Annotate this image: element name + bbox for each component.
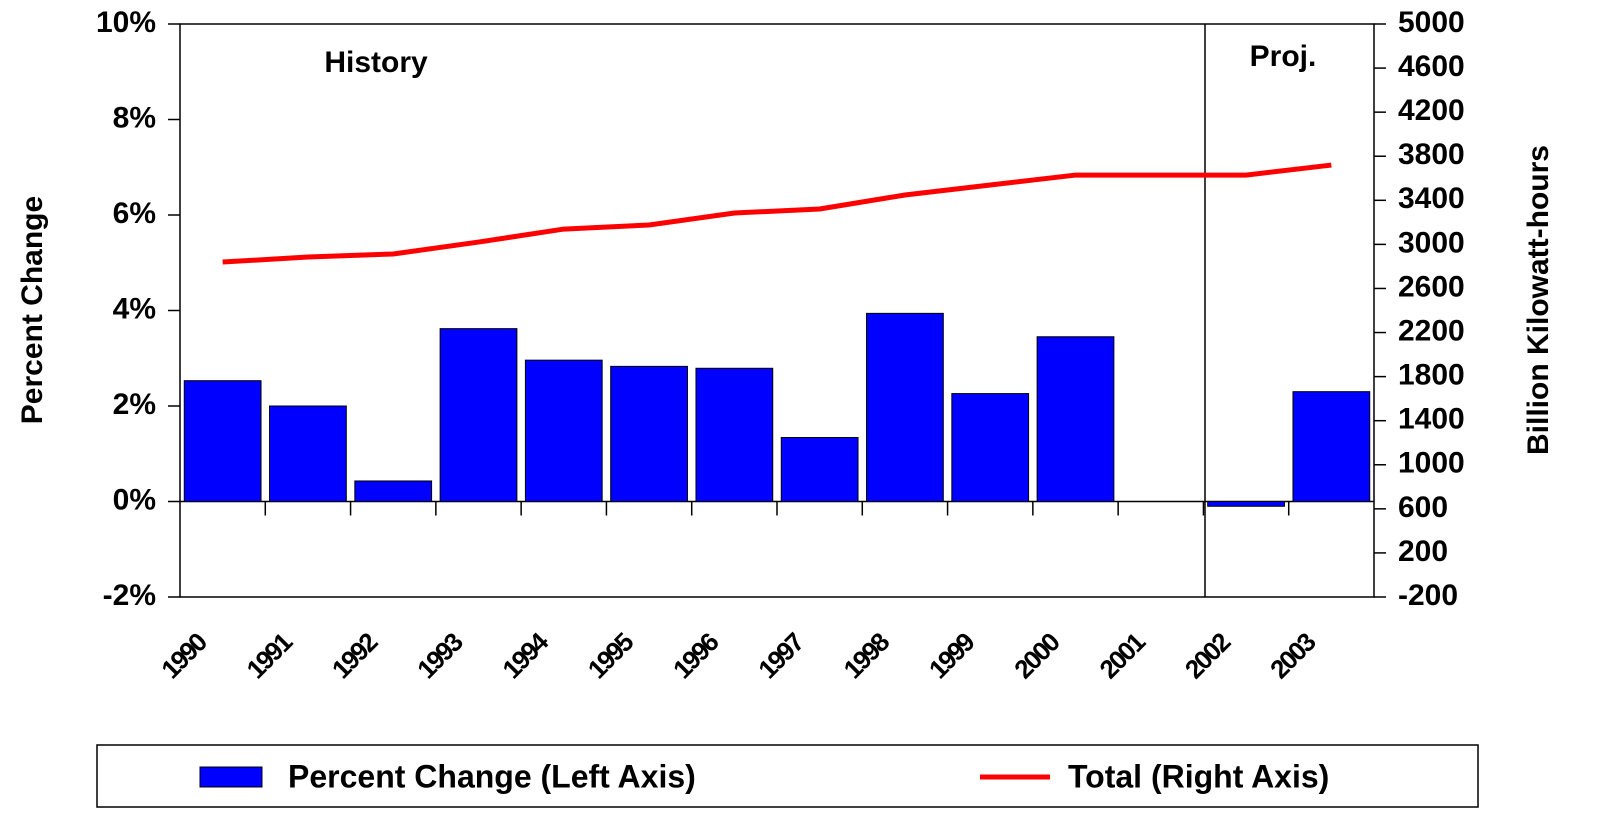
- bar: [695, 367, 774, 502]
- x-tick-label: 2001: [1093, 627, 1151, 685]
- y-tick-label: 4%: [113, 292, 156, 325]
- x-tick-label: 1995: [582, 627, 640, 685]
- bar: [1036, 336, 1115, 503]
- y2-tick-label: 4200: [1398, 94, 1465, 127]
- bar: [183, 380, 262, 503]
- x-tick-label: 1993: [411, 627, 469, 685]
- y2-tick-label: 1400: [1398, 403, 1465, 436]
- bar: [269, 405, 347, 502]
- bar: [439, 328, 518, 502]
- y2-tick-label: 1800: [1398, 359, 1465, 392]
- x-tick-label: 1994: [496, 626, 554, 684]
- y-tick-label: 10%: [96, 6, 156, 39]
- legend-box: [96, 744, 1479, 808]
- x-tick-label: 1999: [923, 627, 981, 685]
- legend-label: Total (Right Axis): [1068, 758, 1329, 794]
- bar: [1207, 501, 1285, 507]
- x-tick-label: 1990: [155, 627, 213, 685]
- annotation: History: [324, 46, 428, 79]
- x-tick-label: 1996: [667, 627, 725, 685]
- y2-tick-label: 4600: [1398, 50, 1465, 83]
- y-tick-label: 8%: [113, 101, 156, 134]
- x-tick-label: 1991: [241, 627, 299, 685]
- y-tick-label: 0%: [113, 483, 156, 516]
- x-tick-label: 2000: [1008, 627, 1066, 685]
- y2-tick-label: 2200: [1398, 314, 1465, 347]
- y2-tick-label: 3800: [1398, 138, 1465, 171]
- y2-tick-label: 200: [1398, 535, 1448, 568]
- x-tick-label: 2002: [1179, 627, 1237, 685]
- bar: [780, 437, 859, 503]
- x-tick-label: 1997: [752, 627, 810, 685]
- y2-tick-label: 600: [1398, 491, 1448, 524]
- y2-tick-label: 1000: [1398, 447, 1465, 480]
- y2-tick-label: 3000: [1398, 226, 1465, 259]
- y-tick-label: 2%: [113, 388, 156, 421]
- bar: [951, 393, 1030, 502]
- y2-tick-label: 3400: [1398, 182, 1465, 215]
- line: [222, 162, 1332, 265]
- y2-tick-label: 2600: [1398, 270, 1465, 303]
- bar: [524, 359, 603, 502]
- annotation: Proj.: [1250, 40, 1317, 73]
- y-tick-label: -2%: [103, 579, 156, 612]
- y2-axis-title: Billion Kilowatt-hours: [1522, 145, 1555, 455]
- bar: [610, 365, 688, 502]
- legend-swatch: [199, 766, 263, 788]
- x-tick-label: 1998: [838, 627, 896, 685]
- y-tick-label: 6%: [113, 197, 156, 230]
- y-axis-title: Percent Change: [16, 196, 49, 424]
- y2-tick-label: -200: [1398, 579, 1458, 612]
- x-tick-label: 2003: [1264, 627, 1322, 685]
- y2-tick-label: 5000: [1398, 6, 1465, 39]
- legend-label: Percent Change (Left Axis): [288, 758, 696, 794]
- bar: [1292, 391, 1371, 502]
- x-tick-label: 1992: [326, 627, 384, 685]
- bar: [866, 312, 944, 502]
- bar: [354, 480, 433, 502]
